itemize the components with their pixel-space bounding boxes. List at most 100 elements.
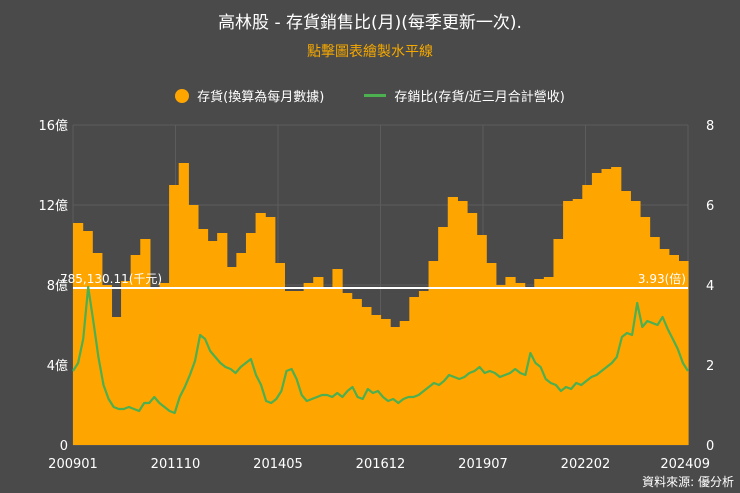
inventory-bar (515, 283, 526, 445)
inventory-bar (236, 253, 247, 445)
inventory-bar (399, 321, 410, 445)
inventory-bar (543, 277, 555, 445)
y-left-tick-label: 8億 (47, 278, 68, 294)
inventory-bar (630, 201, 641, 445)
inventory-bar (303, 283, 314, 445)
inventory-bar (582, 185, 593, 445)
legend-marker-inventory (175, 88, 190, 103)
inventory-bar (140, 239, 151, 445)
inventory-bar (476, 235, 487, 445)
horizontal-line-right-label: 3.93(倍) (638, 271, 686, 286)
y-right-tick-label: 2 (706, 359, 714, 374)
inventory-bar (447, 197, 458, 445)
chart-title: 高林股 - 存貨銷售比(月)(每季更新一次). (218, 13, 522, 33)
y-axis-left: 0 4億 8億 12億 16億 (38, 118, 68, 454)
y-right-tick-label: 4 (706, 279, 714, 294)
inventory-bar (73, 223, 84, 445)
inventory-bar (111, 317, 122, 445)
inventory-bar (668, 255, 679, 445)
inventory-bar (678, 261, 689, 445)
inventory-bar (149, 287, 161, 445)
inventory-bar (284, 291, 295, 445)
inventory-bar (409, 297, 420, 445)
horizontal-line-left-label: 785,130.11(千元) (60, 272, 162, 286)
chart-subtitle: 點擊圖表繪製水平線 (307, 44, 433, 60)
inventory-bar (159, 283, 170, 445)
inventory-bar (101, 285, 113, 445)
y-left-tick-label: 4億 (47, 358, 68, 374)
inventory-bar (274, 263, 286, 445)
inventory-bar (322, 287, 334, 445)
inventory-bar (563, 201, 574, 445)
inventory-bar (217, 233, 228, 445)
legend-item-inventory[interactable]: 存貨(換算為每月數據) (175, 86, 324, 105)
inventory-bar (255, 213, 266, 445)
inventory-bar (495, 285, 507, 445)
inventory-bar (611, 167, 622, 445)
y-right-tick-label: 8 (706, 119, 714, 134)
legend-marker-ratio (364, 94, 387, 97)
x-axis: 200901 201110 201405 201612 201907 202202 2024… (48, 457, 710, 472)
inventory-bar (178, 163, 189, 445)
inventory-bar (245, 233, 257, 445)
inventory-bar (524, 287, 535, 445)
inventory-bar (361, 307, 372, 445)
inventory-bar (226, 267, 237, 445)
inventory-bar (486, 263, 497, 445)
inventory-bar (313, 277, 324, 445)
inventory-bar (130, 255, 141, 445)
source-credit: 資料來源: 優分析 (642, 475, 734, 489)
inventory-bar (188, 205, 199, 445)
inventory-bar (169, 185, 180, 445)
x-tick-label: 202202 (561, 457, 611, 472)
inventory-bar (505, 277, 516, 445)
inventory-bar (207, 241, 218, 445)
x-tick-label: 201612 (356, 457, 406, 472)
inventory-bar (553, 239, 564, 445)
ratio-line (72, 285, 689, 415)
x-tick-label: 202409 (660, 457, 710, 472)
x-tick-label: 201907 (458, 457, 508, 472)
legend-label-inventory: 存貨(換算為每月數據) (197, 90, 325, 105)
inventory-bar (380, 319, 391, 445)
inventory-bar (294, 291, 305, 445)
inventory-bar (370, 315, 382, 445)
inventory-bar (390, 327, 401, 445)
inventory-bar (659, 249, 670, 445)
legend-label-ratio: 存銷比(存貨/近三月合計營收) (394, 90, 565, 105)
x-tick-label: 200901 (48, 457, 98, 472)
x-tick-label: 201110 (151, 457, 201, 472)
y-left-tick-label: 0 (60, 439, 68, 454)
y-right-tick-label: 6 (706, 199, 714, 214)
legend: 存貨(換算為每月數據) 存銷比(存貨/近三月合計營收) (0, 86, 740, 105)
inventory-bar (332, 269, 343, 445)
inventory-bar (428, 261, 439, 445)
ratio-line-group (72, 285, 689, 415)
inventory-bar (620, 191, 631, 445)
inventory-bar (351, 299, 362, 445)
y-left-tick-label: 16億 (38, 118, 68, 134)
inventory-bar (601, 169, 612, 445)
inventory-bar (534, 279, 545, 445)
inventory-bar (466, 213, 478, 445)
inventory-bar (342, 293, 353, 445)
legend-item-ratio[interactable]: 存銷比(存貨/近三月合計營收) (364, 86, 565, 105)
inventory-bar (265, 217, 276, 445)
x-tick-label: 201405 (253, 457, 303, 472)
inventory-bar (418, 291, 430, 445)
y-left-tick-label: 12億 (38, 198, 68, 214)
y-right-tick-label: 0 (706, 439, 714, 454)
inventory-bars (73, 163, 689, 445)
inventory-bar (649, 237, 660, 445)
inventory-bar (121, 281, 132, 445)
y-axis-right: 0 2 4 6 8 (706, 119, 714, 454)
horizontal-line-group: 785,130.11(千元) 3.93(倍) (60, 271, 688, 289)
inventory-bar (572, 199, 583, 445)
inventory-bar (639, 217, 651, 445)
inventory-bar (438, 227, 449, 445)
inventory-bar (82, 231, 93, 445)
inventory-bar (591, 173, 603, 445)
inventory-bar (457, 201, 468, 445)
